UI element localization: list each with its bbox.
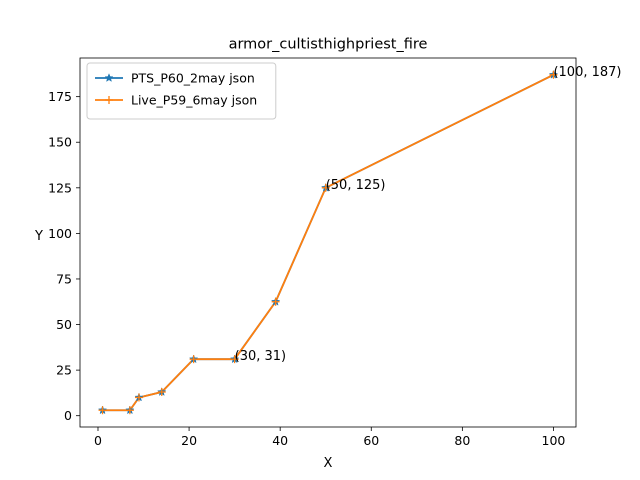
y-tick-label: 175 [48,89,72,104]
point-annotation: (100, 187) [553,65,621,80]
x-tick-label: 80 [454,433,470,448]
x-tick-label: 20 [181,433,197,448]
data-point [230,355,239,364]
data-point [189,355,198,364]
legend-label: PTS_P60_2may json [131,71,255,86]
annotations: (30, 31) (50, 125) (100, 187) [235,65,622,364]
y-tick-label: 25 [56,363,72,378]
y-tick-label: 0 [64,408,72,423]
data-point [134,393,143,402]
legend-label: Live_P59_6may json [131,93,257,108]
y-axis-label: Y [34,229,43,244]
y-tick-label: 100 [48,226,72,241]
x-tick-label: 100 [542,433,566,448]
legend-entry: PTS_P60_2may json [95,71,255,86]
y-tick-label: 75 [56,271,72,286]
point-annotation: (50, 125) [326,178,386,193]
data-point [271,297,280,306]
y-tick-label: 125 [48,180,72,195]
legend-box [86,62,277,120]
x-axis-label: X [324,456,333,471]
data-point [125,406,134,415]
y-tick-label: 50 [56,317,72,332]
x-tick-label: 0 [94,433,102,448]
chart-title: armor_cultisthighpriest_fire [229,37,428,53]
plot-frame [79,57,577,428]
x-axis: 0 20 40 60 80 100 [94,427,565,448]
legend-marker [104,73,114,82]
data-point [98,406,107,415]
legend: PTS_P60_2may json Live_P59_6may json [86,62,277,120]
data-point [157,387,166,396]
point-annotation: (30, 31) [235,349,287,364]
data-point [321,183,330,192]
legend-entry: Live_P59_6may json [95,93,257,108]
x-tick-label: 60 [363,433,379,448]
y-axis: 0 25 50 75 100 125 150 175 [48,89,80,423]
plot-markers [97,69,559,415]
x-tick-label: 40 [272,433,288,448]
data-point [549,70,558,79]
y-tick-label: 150 [48,135,72,150]
